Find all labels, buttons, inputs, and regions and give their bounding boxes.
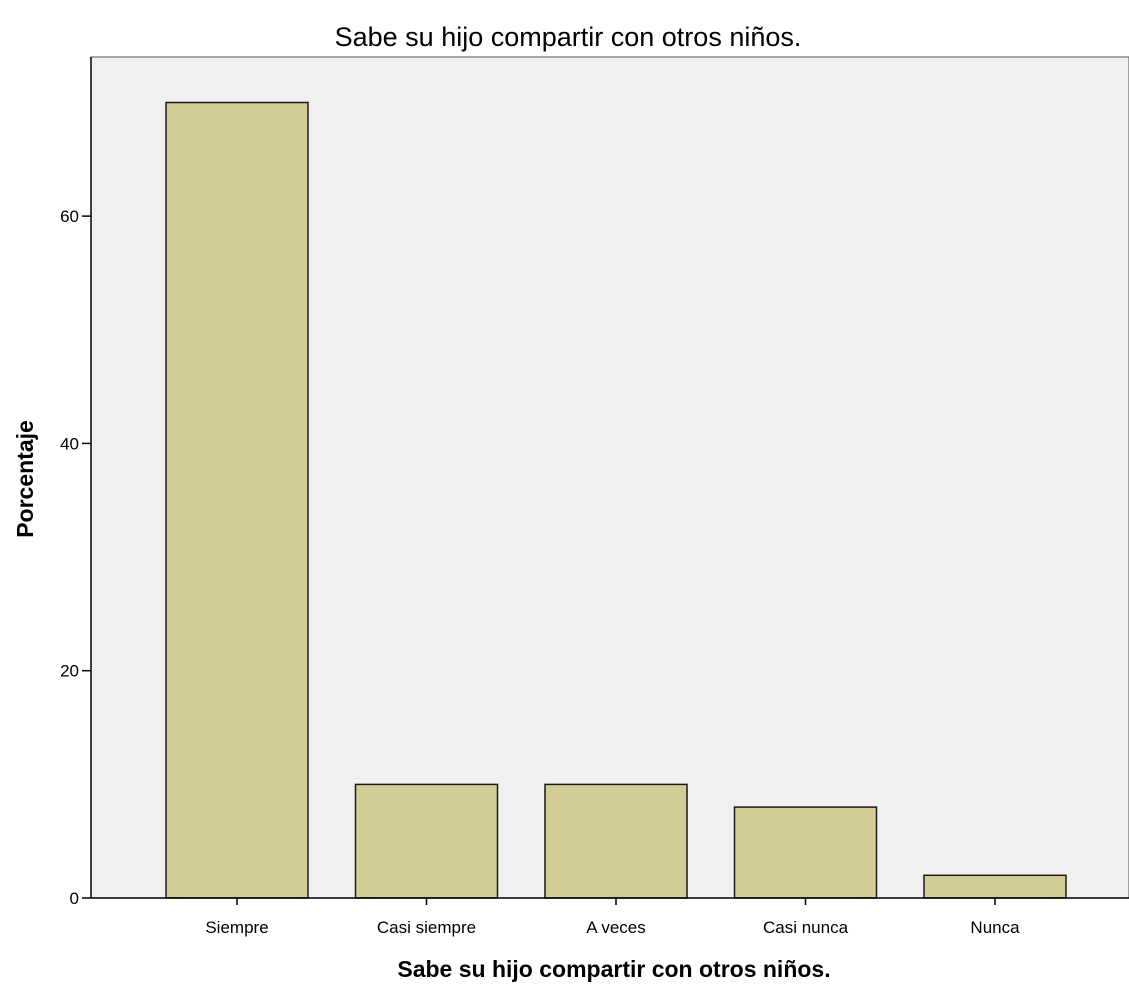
x-tick-label: Nunca: [970, 918, 1020, 937]
bar-nunca: [923, 874, 1067, 899]
bar-siempre: [165, 101, 309, 899]
x-tick-label: Casi siempre: [377, 918, 476, 937]
y-tick-label: 20: [60, 662, 79, 681]
y-tick-label: 0: [70, 889, 79, 908]
y-tick-label: 40: [60, 434, 79, 453]
x-axis-title: Sabe su hijo compartir con otros niños.: [397, 956, 830, 982]
bar-a-veces: [544, 783, 688, 899]
x-tick-label: Siempre: [205, 918, 268, 937]
labels-layer: Siempre Casi siempre A veces Casi nunca Nunc…: [60, 207, 1020, 937]
x-tick-label: A veces: [586, 918, 646, 937]
y-tick-label: 60: [60, 207, 79, 226]
y-axis-title: Porcentaje: [12, 420, 38, 538]
chart-title: Sabe su hijo compartir con otros niños.: [335, 22, 802, 52]
axes-layer: [82, 57, 1129, 905]
bar-casi-nunca: [733, 806, 878, 899]
bar-casi-siempre: [354, 783, 499, 899]
x-tick-label: Casi nunca: [763, 918, 849, 937]
